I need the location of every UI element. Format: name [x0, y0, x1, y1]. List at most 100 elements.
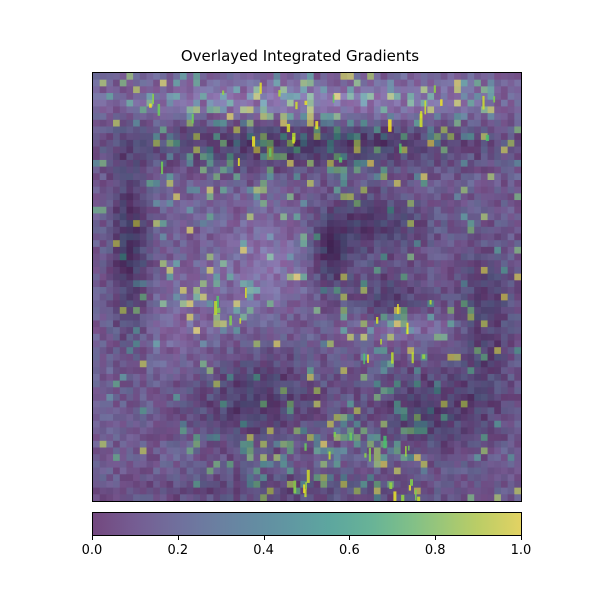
- heatmap-hotspot: [214, 301, 218, 315]
- heatmap-cell: [173, 414, 181, 422]
- heatmap-cell: [119, 474, 127, 482]
- heatmap-cell: [186, 434, 194, 442]
- heatmap-cell: [500, 307, 509, 315]
- heatmap-cell: [387, 253, 395, 261]
- heatmap-cell: [460, 233, 468, 241]
- heatmap-cell: [113, 246, 121, 254]
- heatmap-cell: [246, 253, 254, 261]
- heatmap-cell: [327, 407, 335, 415]
- heatmap-cell: [126, 353, 134, 361]
- heatmap-cell: [387, 347, 395, 355]
- heatmap-cell: [220, 133, 228, 141]
- heatmap-cell: [514, 487, 521, 495]
- heatmap-cell: [106, 233, 114, 241]
- heatmap-cell: [93, 360, 101, 368]
- heatmap-cell: [447, 434, 455, 442]
- heatmap-cell: [119, 313, 127, 321]
- heatmap-cell: [420, 113, 428, 121]
- heatmap-cell: [400, 447, 408, 455]
- heatmap-cell: [113, 407, 121, 415]
- heatmap-cell: [380, 186, 388, 194]
- heatmap-cell: [387, 400, 395, 408]
- heatmap-cell: [500, 487, 509, 495]
- heatmap-cell: [307, 454, 315, 462]
- heatmap-cell: [173, 440, 181, 448]
- heatmap-cell: [320, 367, 328, 375]
- heatmap-cell: [233, 454, 241, 462]
- heatmap-hotspot: [278, 90, 281, 97]
- heatmap-cell: [327, 460, 335, 468]
- heatmap-cell: [293, 367, 301, 375]
- heatmap-cell: [340, 327, 348, 335]
- heatmap-cell: [93, 420, 101, 428]
- heatmap-cell: [266, 139, 274, 147]
- heatmap-cell: [307, 166, 315, 174]
- heatmap-cell: [273, 93, 281, 101]
- heatmap-cell: [293, 494, 301, 501]
- heatmap-cell: [360, 166, 368, 174]
- heatmap-cell: [407, 454, 415, 462]
- heatmap-cell: [313, 273, 321, 281]
- heatmap-cell: [200, 233, 208, 241]
- heatmap-cell: [260, 166, 268, 174]
- heatmap-cell: [480, 487, 488, 495]
- heatmap-cell: [253, 146, 261, 154]
- heatmap-cell: [327, 447, 335, 455]
- heatmap-cell: [139, 360, 147, 368]
- heatmap-cell: [133, 313, 141, 321]
- heatmap-cell: [347, 153, 355, 161]
- heatmap-cell: [387, 373, 395, 382]
- heatmap-cell: [226, 139, 234, 147]
- heatmap-cell: [360, 266, 368, 275]
- heatmap-cell: [380, 266, 388, 275]
- heatmap-cell: [233, 394, 241, 402]
- heatmap-cell: [414, 266, 422, 275]
- heatmap-cell: [280, 340, 288, 348]
- heatmap-cell: [333, 427, 341, 435]
- heatmap-cell: [407, 79, 415, 87]
- heatmap-cell: [307, 327, 315, 335]
- heatmap-cell: [353, 146, 361, 154]
- heatmap-cell: [333, 280, 341, 288]
- heatmap-cell: [320, 213, 328, 221]
- heatmap-cell: [353, 394, 361, 402]
- heatmap-cell: [159, 347, 167, 355]
- heatmap-cell: [273, 420, 281, 428]
- heatmap-cell: [414, 93, 422, 101]
- heatmap-cell: [179, 380, 188, 388]
- heatmap-cell: [400, 400, 408, 408]
- colorbar-fill: [93, 513, 521, 535]
- heatmap-cell: [313, 253, 321, 261]
- heatmap-cell: [293, 246, 301, 254]
- heatmap-cell: [360, 373, 368, 382]
- heatmap-cell: [200, 360, 208, 368]
- heatmap-cell: [307, 447, 315, 455]
- heatmap-cell: [106, 427, 114, 435]
- heatmap-cell: [126, 394, 134, 402]
- heatmap-cell: [106, 180, 114, 188]
- heatmap-cell: [414, 166, 422, 174]
- heatmap-cell: [454, 273, 462, 281]
- heatmap-cell: [193, 353, 201, 361]
- heatmap-cell: [380, 200, 388, 208]
- heatmap-cell: [119, 99, 127, 107]
- heatmap-cell: [99, 200, 107, 208]
- heatmap-cell: [320, 320, 328, 328]
- heatmap-cell: [200, 220, 208, 228]
- heatmap-cell: [253, 266, 261, 275]
- heatmap-cell: [159, 494, 167, 501]
- heatmap-cell: [153, 200, 161, 208]
- heatmap-cell: [220, 240, 228, 248]
- heatmap-cell: [146, 420, 154, 428]
- heatmap-cell: [373, 139, 381, 147]
- heatmap-cell: [293, 113, 301, 121]
- heatmap-cell: [380, 494, 388, 501]
- heatmap-cell: [373, 266, 381, 275]
- heatmap-cell: [420, 133, 428, 141]
- heatmap-cell: [447, 400, 455, 408]
- heatmap-cell: [159, 467, 167, 475]
- heatmap-cell: [173, 460, 181, 468]
- heatmap-cell: [333, 434, 341, 442]
- heatmap-cell: [193, 287, 201, 295]
- heatmap-cell: [487, 253, 495, 261]
